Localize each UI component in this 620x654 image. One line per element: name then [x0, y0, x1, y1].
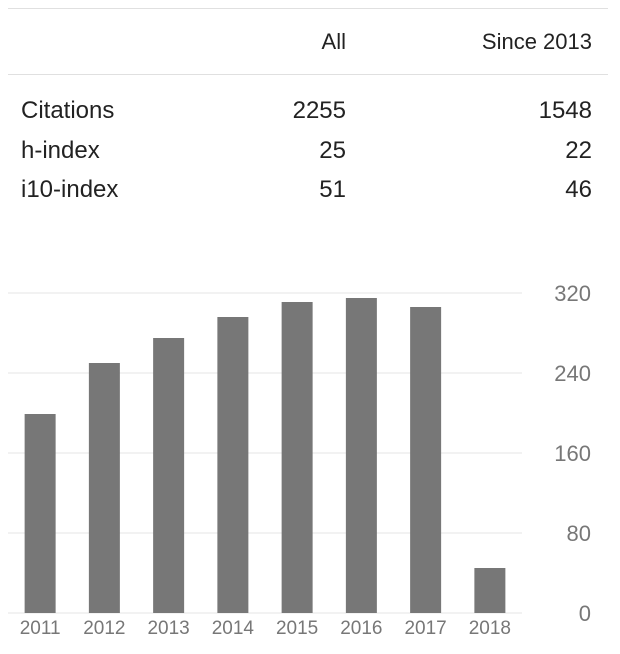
top-divider	[8, 8, 608, 9]
bar-2013	[153, 338, 185, 613]
x-tick-label: 2016	[340, 618, 382, 639]
x-tick-label: 2012	[83, 618, 125, 639]
row-value-all: 25	[319, 137, 346, 164]
bar-2015	[281, 302, 313, 613]
x-tick-label: 2015	[276, 618, 318, 639]
column-header-since: Since 2013	[481, 29, 592, 54]
y-tick-label: 240	[554, 361, 591, 386]
column-header-all: All	[321, 29, 346, 54]
row-label: Citations	[21, 97, 115, 124]
row-value-all: 51	[319, 176, 346, 203]
x-tick-label: 2011	[20, 618, 61, 639]
bar-2014	[217, 317, 249, 613]
x-tick-label: 2018	[469, 618, 511, 639]
bar-2016	[345, 298, 377, 613]
y-tick-label: 320	[554, 281, 591, 306]
bar-2011	[24, 414, 56, 613]
row-label: h-index	[21, 137, 100, 164]
bar-2017	[410, 307, 442, 613]
bar-2018	[474, 568, 506, 613]
bar-2012	[88, 363, 120, 613]
y-tick-label: 0	[579, 601, 591, 626]
row-value-since: 1548	[538, 97, 592, 124]
x-tick-label: 2013	[147, 618, 189, 639]
row-value-since: 46	[565, 176, 592, 203]
y-tick-label: 80	[567, 521, 591, 546]
row-value-since: 22	[565, 137, 592, 164]
header-divider	[8, 74, 608, 75]
row-label: i10-index	[21, 176, 119, 203]
x-tick-label: 2017	[404, 618, 446, 639]
y-tick-label: 160	[554, 441, 591, 466]
x-tick-label: 2014	[212, 618, 255, 639]
row-value-all: 2255	[292, 97, 346, 124]
